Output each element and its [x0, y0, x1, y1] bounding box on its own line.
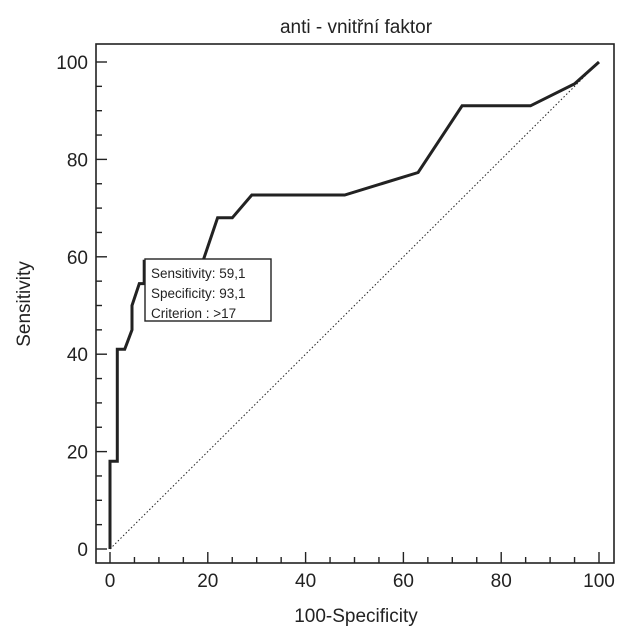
y-axis-label: Sensitivity — [14, 261, 35, 347]
y-tick-label: 40 — [67, 345, 88, 366]
plot-layer: 0 20 40 60 80 100 0 20 40 60 80 100 — [56, 43, 615, 592]
roc-curve-line — [108, 60, 600, 549]
y-tick-label: 0 — [77, 540, 88, 561]
y-tick-label: 60 — [67, 248, 88, 269]
x-tick-label: 60 — [393, 571, 414, 592]
annotation-criterion: Criterion : >17 — [151, 306, 236, 321]
y-tick-label: 100 — [56, 53, 88, 74]
annotation-sensitivity: Sensitivity: 59,1 — [151, 266, 246, 281]
x-tick-label: 40 — [295, 571, 316, 592]
reference-diagonal-line — [109, 61, 600, 550]
criterion-annotation: Sensitivity: 59,1 Specificity: 93,1 Crit… — [144, 258, 272, 322]
y-tick-label: 80 — [67, 150, 88, 171]
annotation-box-frame — [144, 258, 272, 322]
x-tick-label: 20 — [197, 571, 218, 592]
x-tick-label: 80 — [491, 571, 512, 592]
x-tick-label: 100 — [583, 571, 615, 592]
y-tick-label: 20 — [67, 443, 88, 464]
x-axis-label: 100-Specificity — [294, 606, 418, 627]
annotation-specificity: Specificity: 93,1 — [151, 286, 246, 301]
chart-title: anti - vnitřní faktor — [280, 17, 433, 38]
x-tick-label: 0 — [105, 571, 116, 592]
